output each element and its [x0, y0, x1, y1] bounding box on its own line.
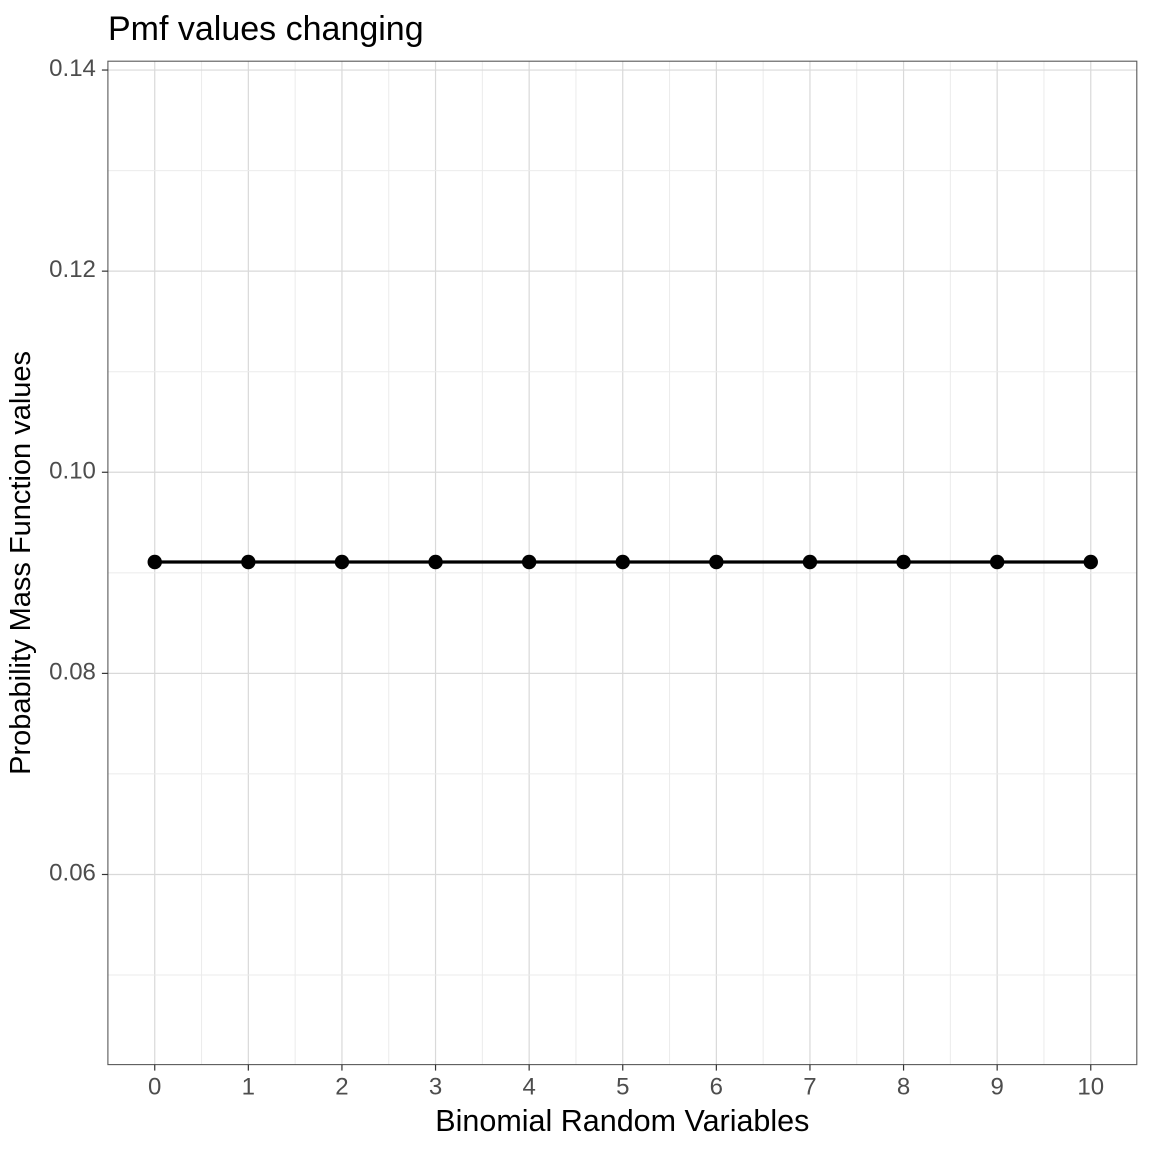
svg-text:0.12: 0.12: [49, 256, 96, 283]
svg-text:4: 4: [522, 1074, 535, 1101]
svg-text:Binomial Random Variables: Binomial Random Variables: [435, 1104, 809, 1138]
svg-text:1: 1: [242, 1074, 255, 1101]
svg-text:3: 3: [429, 1074, 442, 1101]
svg-text:6: 6: [710, 1074, 723, 1101]
svg-text:10: 10: [1077, 1074, 1104, 1101]
svg-text:0.08: 0.08: [49, 658, 96, 685]
svg-text:5: 5: [616, 1074, 629, 1101]
svg-text:2: 2: [335, 1074, 348, 1101]
svg-text:0: 0: [148, 1074, 161, 1101]
svg-text:0.14: 0.14: [49, 55, 96, 82]
svg-text:0.10: 0.10: [49, 457, 96, 484]
svg-text:8: 8: [897, 1074, 910, 1101]
svg-text:0.06: 0.06: [49, 859, 96, 886]
svg-text:7: 7: [803, 1074, 816, 1101]
svg-text:Probability Mass Function valu: Probability Mass Function values: [5, 351, 37, 775]
svg-text:Pmf values changing: Pmf values changing: [108, 10, 424, 48]
svg-text:9: 9: [990, 1074, 1003, 1101]
